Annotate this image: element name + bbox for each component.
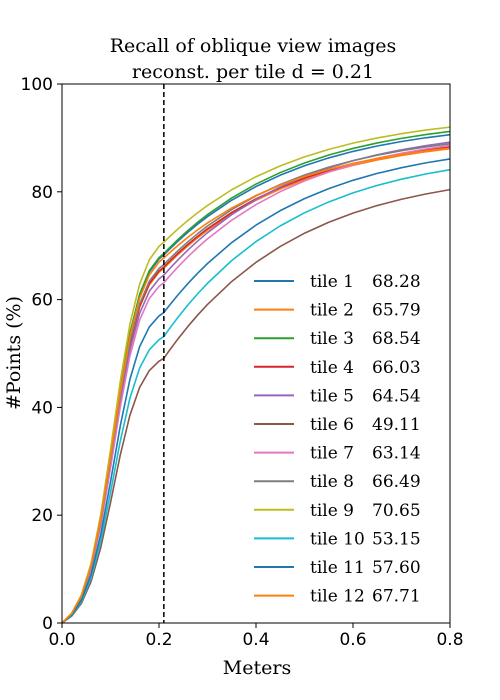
legend-label: tile 7 [310, 444, 354, 464]
legend-label: tile 4 [310, 358, 354, 378]
series-line-tile-6 [61, 188, 451, 624]
x-axis-label: Meters [223, 657, 291, 679]
legend-label: tile 12 [310, 587, 365, 607]
y-tick-label: 40 [31, 398, 53, 418]
x-tick-label: 0.4 [242, 630, 269, 650]
legend-value: 70.65 [372, 501, 421, 521]
series-line-tile-9 [61, 126, 451, 624]
legend-label: tile 6 [310, 415, 354, 435]
legend-label: tile 8 [310, 472, 354, 492]
legend-label: tile 9 [310, 501, 354, 521]
legend-value: 64.54 [372, 386, 421, 406]
legend-label: tile 1 [310, 272, 354, 292]
y-axis-label: #Points (%) [3, 296, 25, 410]
legend-value: 53.15 [372, 529, 421, 549]
y-tick-label: 60 [31, 291, 53, 311]
legend-value: 49.11 [372, 415, 421, 435]
chart-title-line-2: reconst. per tile d = 0.21 [132, 61, 374, 83]
legend-label: tile 2 [310, 301, 354, 321]
x-tick-label: 0.0 [48, 630, 75, 650]
y-tick-label: 20 [31, 506, 53, 526]
y-tick-label: 80 [31, 183, 53, 203]
x-tick-label: 0.2 [145, 630, 172, 650]
series-line-tile-11 [61, 158, 451, 624]
series-line-tile-12 [61, 147, 451, 624]
series-line-tile-10 [61, 168, 451, 624]
y-tick-label: 0 [42, 614, 53, 634]
legend-value: 63.14 [372, 444, 421, 464]
x-tick-label: 0.8 [436, 630, 463, 650]
chart-title-line-1: Recall of oblique view images [110, 35, 397, 57]
legend: tile 1 68.28 tile 2 65.79 tile 3 68.54 tile 4 6… [254, 272, 421, 607]
legend-value: 57.60 [372, 558, 421, 578]
legend-value: 68.54 [372, 329, 421, 349]
legend-value: 66.03 [372, 358, 421, 378]
x-tick-label: 0.6 [339, 630, 366, 650]
series-line-tile-7 [61, 144, 451, 624]
legend-value: 67.71 [372, 587, 421, 607]
legend-label: tile 5 [310, 386, 354, 406]
series-lines [61, 126, 451, 624]
legend-label: tile 3 [310, 329, 354, 349]
legend-value: 66.49 [372, 472, 421, 492]
legend-value: 68.28 [372, 272, 421, 292]
y-tick-label: 100 [21, 75, 53, 95]
legend-label: tile 11 [310, 558, 365, 578]
legend-label: tile 10 [310, 529, 365, 549]
legend-value: 65.79 [372, 301, 421, 321]
